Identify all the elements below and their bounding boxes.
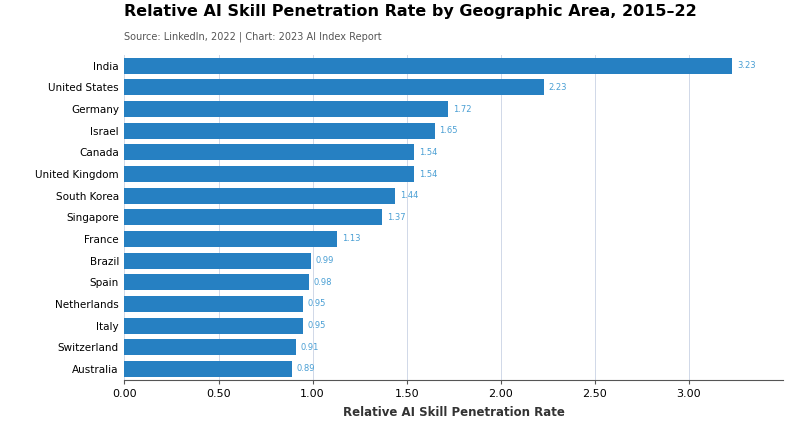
Text: 1.44: 1.44 (399, 191, 418, 200)
Text: 1.54: 1.54 (419, 148, 437, 157)
X-axis label: Relative AI Skill Penetration Rate: Relative AI Skill Penetration Rate (342, 406, 564, 419)
Bar (124, 101, 448, 117)
Text: 1.54: 1.54 (419, 170, 437, 179)
Bar (124, 166, 414, 182)
Bar (124, 231, 337, 247)
Text: 1.13: 1.13 (342, 235, 360, 243)
Text: Relative AI Skill Penetration Rate by Geographic Area, 2015–22: Relative AI Skill Penetration Rate by Ge… (124, 4, 696, 19)
Bar (124, 187, 395, 204)
Bar (124, 57, 731, 74)
Bar (124, 209, 382, 225)
Text: 1.65: 1.65 (439, 126, 457, 135)
Bar (124, 252, 310, 269)
Text: 0.98: 0.98 (313, 278, 331, 287)
Bar (124, 296, 303, 312)
Text: 0.89: 0.89 (296, 365, 314, 373)
Bar (124, 317, 303, 334)
Text: 3.23: 3.23 (736, 61, 755, 70)
Text: 0.95: 0.95 (307, 321, 326, 330)
Text: 1.72: 1.72 (452, 105, 471, 114)
Bar (124, 144, 414, 160)
Bar (124, 79, 543, 95)
Bar (124, 274, 309, 290)
Text: 1.37: 1.37 (387, 213, 405, 222)
Bar (124, 339, 295, 355)
Text: 2.23: 2.23 (548, 83, 566, 92)
Text: 0.99: 0.99 (315, 256, 334, 265)
Bar (124, 361, 292, 377)
Text: 0.91: 0.91 (300, 343, 318, 352)
Bar (124, 122, 435, 139)
Text: Source: LinkedIn, 2022 | Chart: 2023 AI Index Report: Source: LinkedIn, 2022 | Chart: 2023 AI … (124, 32, 382, 42)
Text: 0.95: 0.95 (307, 300, 326, 308)
